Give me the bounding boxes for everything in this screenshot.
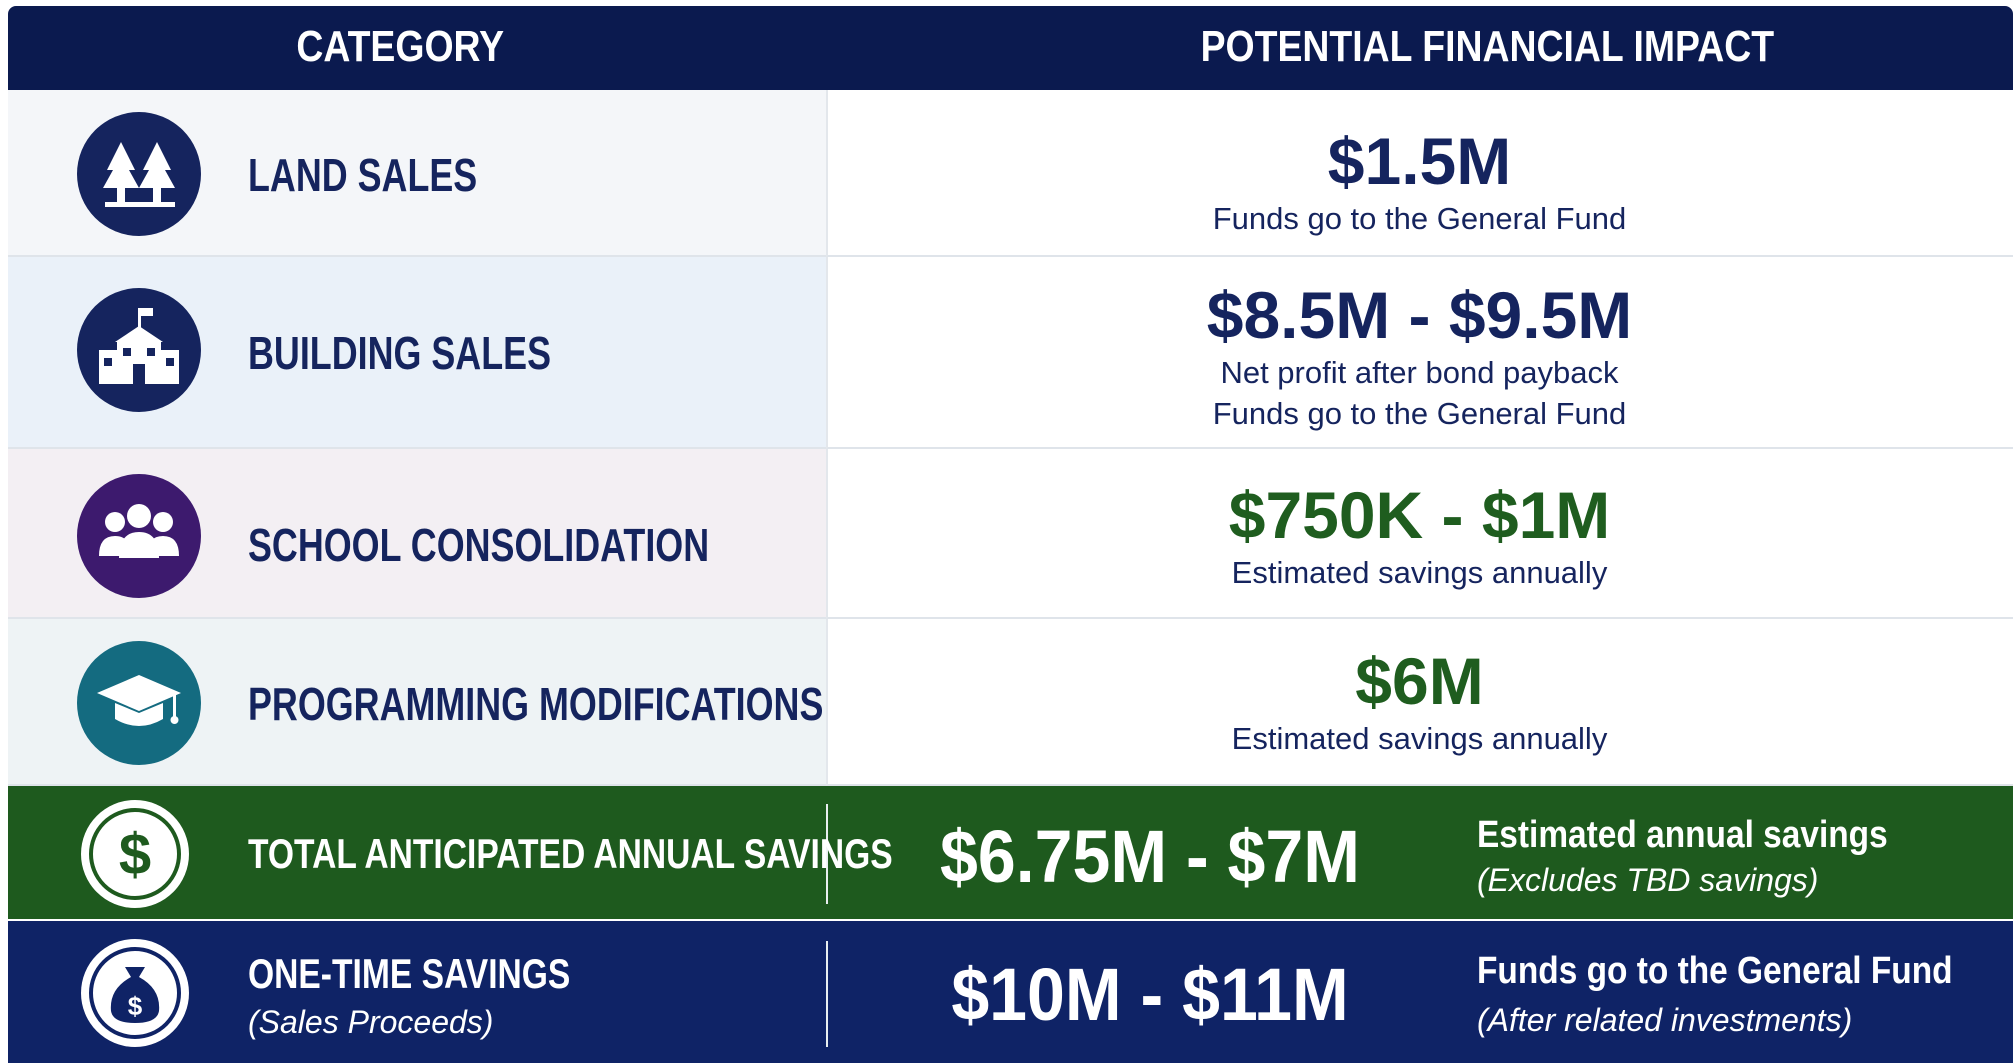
one-time-row	[8, 921, 2013, 1063]
summary-note: (Excludes TBD savings)	[1477, 862, 1819, 898]
money-bag-icon: $	[81, 939, 189, 1047]
school-icon	[77, 288, 201, 412]
svg-text:$: $	[119, 822, 151, 887]
row-bg	[826, 449, 2013, 619]
category-label: PROGRAMMING MODIFICATIONS	[248, 678, 824, 730]
row-bg	[826, 90, 2013, 257]
graduation-icon	[77, 641, 201, 765]
impact-cell: $750K - $1M Estimated savings annually	[826, 478, 2013, 593]
impact-note: Funds go to the General Fund	[1212, 201, 1627, 236]
trees-icon	[77, 112, 201, 236]
impact-cell: $8.5M - $9.5M Net profit after bond payb…	[826, 278, 2013, 434]
total-row	[8, 786, 2013, 919]
category-label: BUILDING SALES	[248, 327, 552, 379]
divider	[826, 804, 828, 904]
divider	[826, 941, 828, 1047]
impact-amount: $8.5M - $9.5M	[1206, 278, 1633, 352]
summary-label: ONE-TIME SAVINGS	[248, 950, 571, 997]
impact-note: Estimated savings annually	[1231, 555, 1608, 590]
category-label: LAND SALES	[248, 149, 478, 201]
header-bar	[8, 6, 2013, 90]
summary-label: TOTAL ANTICIPATED ANNUAL SAVINGS	[248, 830, 893, 877]
impact-note: Net profit after bond payback	[1220, 355, 1619, 390]
dollar-icon: $	[81, 800, 189, 908]
impact-amount: $6M	[1355, 644, 1484, 718]
impact-note: Funds go to the General Fund	[1212, 396, 1627, 431]
summary-description: Estimated annual savings	[1477, 814, 1888, 856]
summary-description: Funds go to the General Fund	[1477, 950, 1953, 992]
header-category: CATEGORY	[296, 22, 505, 71]
summary-amount: $6.75M - $7M	[939, 815, 1361, 898]
header-impact: POTENTIAL FINANCIAL IMPACT	[1200, 22, 1775, 71]
category-label: SCHOOL CONSOLIDATION	[248, 519, 710, 571]
summary-sublabel: (Sales Proceeds)	[248, 1004, 494, 1040]
people-icon	[77, 474, 201, 598]
row-bg	[826, 619, 2013, 786]
impact-note: Estimated savings annually	[1231, 721, 1608, 756]
summary-amount: $10M - $11M	[951, 953, 1349, 1036]
impact-amount: $1.5M	[1327, 124, 1512, 198]
impact-cell: $1.5M Funds go to the General Fund	[826, 124, 2013, 239]
row-bg	[826, 257, 2013, 449]
svg-text:$: $	[128, 991, 143, 1021]
impact-cell: $6M Estimated savings annually	[826, 644, 2013, 759]
summary-note: (After related investments)	[1477, 1002, 1853, 1038]
impact-amount: $750K - $1M	[1228, 478, 1611, 552]
